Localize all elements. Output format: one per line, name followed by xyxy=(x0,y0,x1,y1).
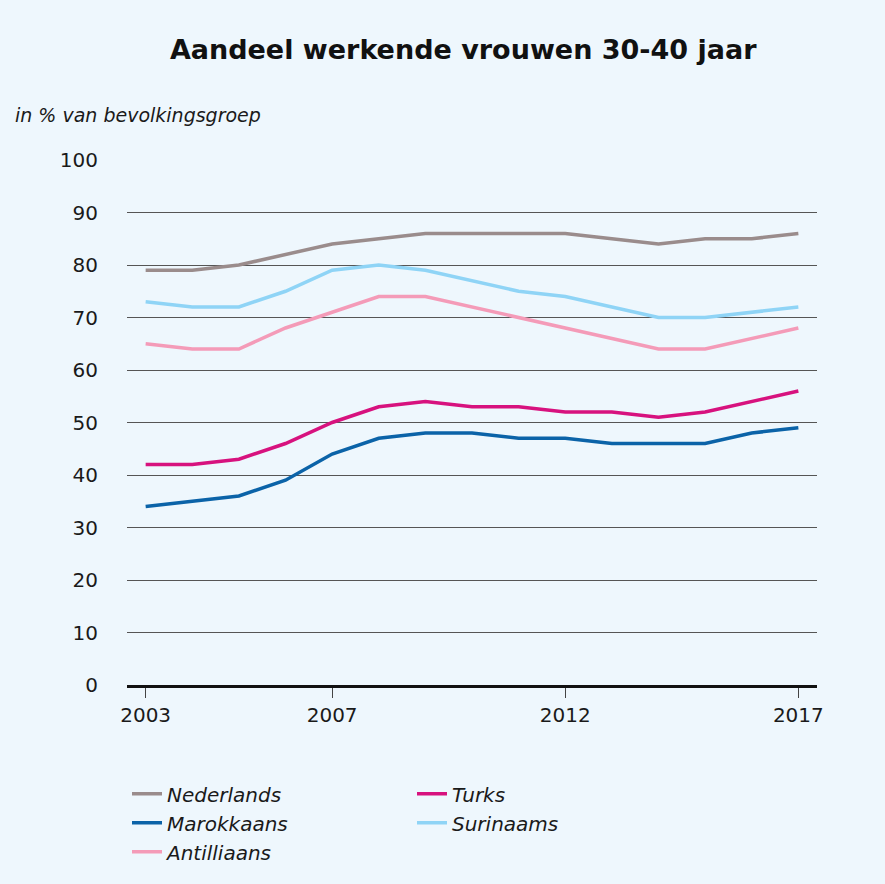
svg-text:0: 0 xyxy=(85,673,98,697)
svg-text:10: 10 xyxy=(73,621,98,645)
svg-text:20: 20 xyxy=(73,568,98,592)
svg-text:2012: 2012 xyxy=(540,703,591,727)
svg-text:90: 90 xyxy=(73,201,98,225)
svg-text:100: 100 xyxy=(60,148,98,172)
svg-text:Antilliaans: Antilliaans xyxy=(165,841,271,865)
svg-text:Nederlands: Nederlands xyxy=(167,783,281,807)
svg-text:80: 80 xyxy=(73,253,98,277)
svg-text:30: 30 xyxy=(73,516,98,540)
svg-text:Surinaams: Surinaams xyxy=(452,812,558,836)
svg-text:50: 50 xyxy=(73,411,98,435)
svg-text:40: 40 xyxy=(73,463,98,487)
svg-text:Aandeel werkende vrouwen 30-40: Aandeel werkende vrouwen 30-40 jaar xyxy=(170,34,757,65)
svg-text:70: 70 xyxy=(73,306,98,330)
svg-text:in % van bevolkingsgroep: in % van bevolkingsgroep xyxy=(15,104,261,126)
svg-text:2003: 2003 xyxy=(120,703,171,727)
svg-text:Turks: Turks xyxy=(452,783,505,807)
svg-text:2007: 2007 xyxy=(307,703,358,727)
svg-text:2017: 2017 xyxy=(773,703,824,727)
svg-text:Marokkaans: Marokkaans xyxy=(167,812,288,836)
svg-text:60: 60 xyxy=(73,358,98,382)
